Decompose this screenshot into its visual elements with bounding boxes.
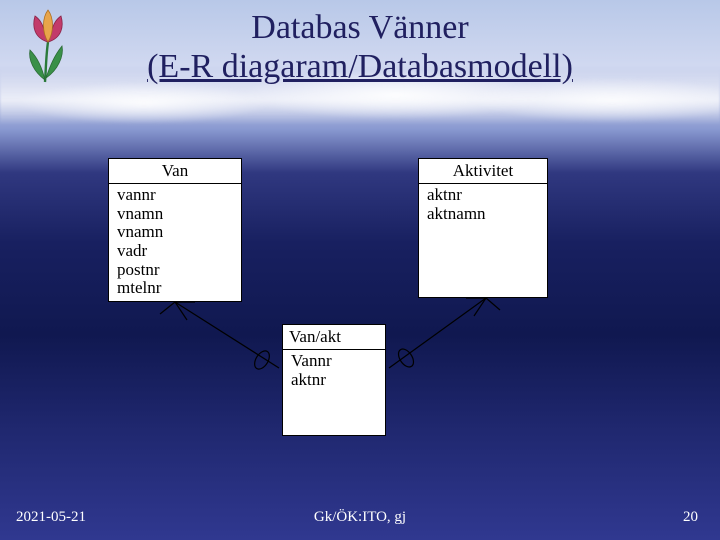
- entity-aktivitet-header: Aktivitet: [419, 159, 547, 184]
- entity-vanakt-attrs: Vannr aktnr: [283, 350, 385, 393]
- slide-title: Databas Vänner (E-R diagaram/Databasmode…: [0, 8, 720, 86]
- slide: Databas Vänner (E-R diagaram/Databasmode…: [0, 0, 720, 540]
- entity-vanakt-header: Van/akt: [283, 325, 385, 350]
- entity-aktivitet: Aktivitet aktnr aktnamn: [418, 158, 548, 298]
- entity-aktivitet-attrs: aktnr aktnamn: [419, 184, 547, 227]
- footer-page: 20: [683, 509, 698, 526]
- footer-center: Gk/ÖK:ITO, gj: [0, 509, 720, 526]
- title-line-2: (E-R diagaram/Databasmodell): [147, 48, 573, 85]
- entity-van: Van vannr vnamn vnamn vadr postnr mtelnr: [108, 158, 242, 302]
- entity-vanakt: Van/akt Vannr aktnr: [282, 324, 386, 436]
- title-line-1: Databas Vänner: [251, 9, 468, 46]
- entity-van-attrs: vannr vnamn vnamn vadr postnr mtelnr: [109, 184, 241, 302]
- entity-van-header: Van: [109, 159, 241, 184]
